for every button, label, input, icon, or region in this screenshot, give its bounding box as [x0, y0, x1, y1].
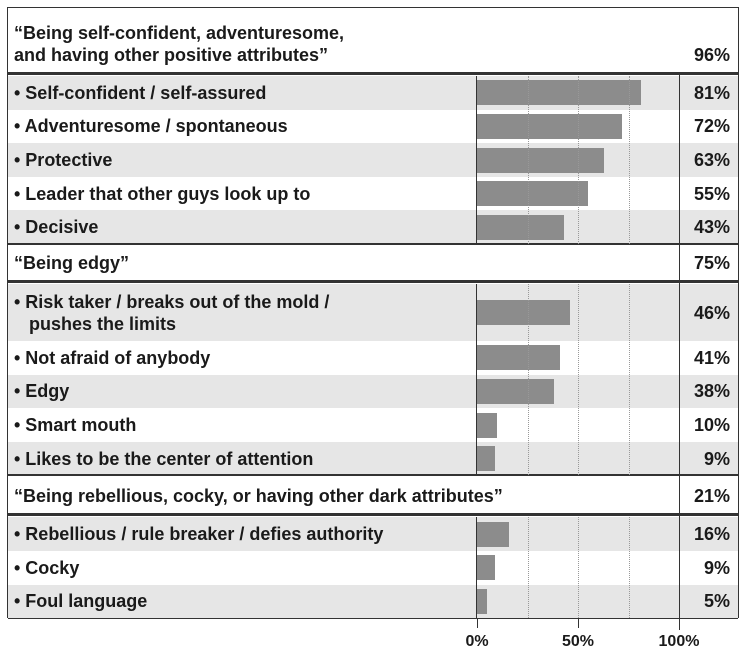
- item-value: 72%: [693, 116, 730, 137]
- rule: [8, 243, 738, 245]
- grid-line: [527, 517, 529, 619]
- rule: [8, 513, 738, 517]
- tick-mark: [477, 618, 478, 629]
- item-value: 10%: [693, 415, 730, 435]
- rule: [8, 474, 738, 477]
- bar: [477, 113, 623, 139]
- item-label: • Decisive: [14, 217, 99, 238]
- bar: [477, 300, 570, 325]
- bar: [477, 446, 496, 472]
- item-label: • Rebellious / rule breaker / defies aut…: [14, 524, 384, 545]
- bar: [477, 214, 564, 240]
- bar: [477, 588, 488, 614]
- item-value: 43%: [693, 217, 730, 238]
- grid-line: [578, 76, 579, 244]
- item-label: • Cocky: [14, 557, 80, 578]
- item-label: • Foul language: [14, 591, 148, 612]
- item-label: • Likes to be the center of attention: [14, 448, 314, 469]
- column-rule: [476, 517, 477, 619]
- item-value: 63%: [693, 150, 730, 170]
- x-tick-label: 50%: [561, 633, 595, 649]
- item-label: • Adventuresome / spontaneous: [14, 116, 288, 137]
- bar: [477, 147, 605, 173]
- item-label: • Not afraid of anybody: [14, 347, 211, 368]
- item-value: 16%: [693, 524, 730, 545]
- row-stripe: [8, 284, 738, 341]
- item-value: 46%: [693, 302, 730, 323]
- group-label: “Being self-confident, adventuresome, an…: [14, 23, 345, 65]
- row-stripe: [8, 210, 738, 244]
- item-value: 41%: [693, 347, 730, 368]
- bar: [477, 345, 560, 371]
- row-stripe: [8, 374, 738, 409]
- item-value: 55%: [693, 183, 730, 204]
- grid-line: [527, 284, 529, 476]
- rule: [8, 72, 738, 75]
- grid-line: [527, 76, 529, 244]
- group-label: “Being edgy”: [14, 253, 130, 273]
- rule: [8, 618, 738, 620]
- bar: [477, 412, 498, 438]
- column-rule: [679, 72, 680, 631]
- group-label: “Being rebellious, cocky, or having othe…: [14, 486, 503, 507]
- column-rule: [476, 284, 477, 476]
- bar: [477, 80, 641, 106]
- item-label: • Edgy: [14, 381, 70, 402]
- bar: [477, 521, 510, 547]
- group-value: 96%: [693, 45, 730, 65]
- row-stripe: [8, 584, 738, 619]
- item-label: • Smart mouth: [14, 415, 137, 435]
- item-label: • Risk taker / breaks out of the mold / …: [14, 291, 330, 334]
- item-value: 9%: [703, 557, 730, 578]
- item-value: 38%: [693, 381, 730, 402]
- bar: [477, 555, 496, 581]
- grid-line: [628, 284, 630, 476]
- tick-mark: [679, 618, 680, 629]
- column-rule: [476, 76, 477, 244]
- item-value: 5%: [703, 591, 730, 612]
- group-value: 75%: [693, 253, 730, 273]
- grid-line: [628, 517, 630, 619]
- group-value: 21%: [693, 486, 730, 507]
- row-stripe: [8, 441, 738, 476]
- bar: [477, 378, 554, 404]
- border-right: [738, 7, 739, 619]
- row-stripe: [8, 517, 738, 551]
- grid-line: [578, 517, 579, 619]
- x-tick-label: 0%: [465, 633, 489, 649]
- grid-line: [578, 284, 579, 476]
- rule: [8, 280, 738, 283]
- grid-line: [628, 76, 630, 244]
- rule: [8, 7, 738, 8]
- x-tick-label: 100%: [658, 633, 700, 649]
- item-value: 9%: [703, 448, 730, 469]
- item-label: • Self-confident / self-assured: [14, 82, 267, 103]
- item-label: • Leader that other guys look up to: [14, 183, 311, 204]
- border-left: [7, 7, 8, 619]
- tick-mark: [578, 618, 579, 629]
- item-value: 81%: [693, 82, 730, 103]
- row-stripe: [8, 143, 738, 177]
- bar: [477, 181, 589, 207]
- item-label: • Protective: [14, 150, 113, 170]
